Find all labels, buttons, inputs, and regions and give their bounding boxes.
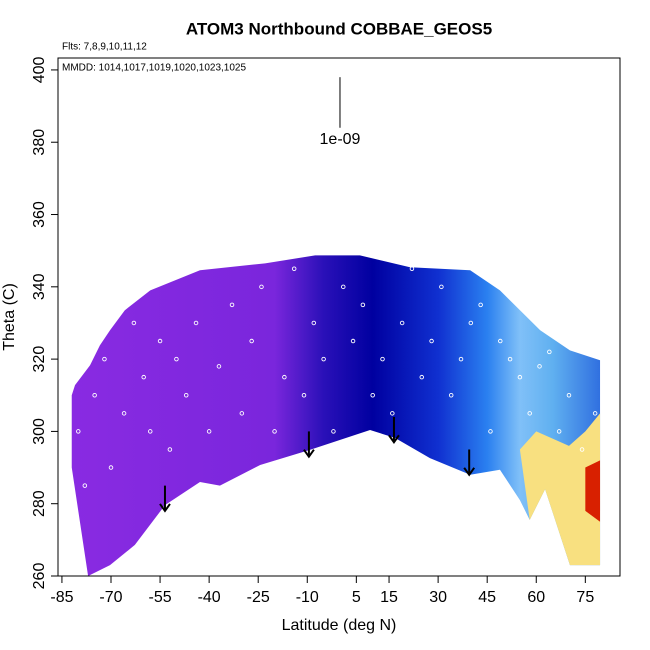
data-point (291, 266, 297, 271)
x-axis-label: Latitude (deg N) (282, 617, 397, 634)
data-point (370, 393, 375, 398)
data-point (249, 338, 254, 344)
data-point (131, 320, 137, 326)
data-point (429, 338, 434, 344)
data-point (566, 393, 572, 398)
data-point (102, 356, 107, 362)
field-area (71, 255, 601, 576)
y-tick-label: 340 (31, 273, 48, 300)
y-tick-label: 380 (31, 129, 48, 156)
y-tick-label: 300 (31, 418, 48, 445)
x-tick-label: -40 (198, 589, 221, 606)
data-point (409, 266, 415, 271)
y-tick-label: 260 (31, 563, 48, 590)
data-point (419, 374, 425, 380)
data-point (282, 374, 287, 380)
arrow-head (388, 434, 400, 444)
y-axis-label: Theta (C) (1, 283, 18, 351)
data-point (216, 364, 222, 369)
subtitle: Flts: 7,8,9,10,11,12 (62, 42, 147, 53)
data-point (183, 393, 189, 398)
x-tick-label: -70 (99, 589, 122, 606)
hot-region (585, 460, 601, 522)
data-point (76, 429, 81, 434)
data-point (239, 411, 245, 416)
arrow-head (463, 467, 476, 477)
data-point (141, 374, 146, 380)
data-point (547, 349, 552, 355)
chart-title: ATOM3 Northbound COBBAE_GEOS5 (186, 19, 492, 38)
data-point (174, 356, 179, 362)
x-tick-label: 75 (576, 589, 594, 606)
data-point (360, 302, 366, 308)
data-point (259, 284, 264, 290)
data-point (517, 374, 523, 380)
y-tick-label: 280 (31, 490, 48, 517)
data-point (448, 393, 454, 398)
arrow-head (303, 449, 315, 459)
y-tick-label: 400 (31, 56, 48, 83)
y-tick-label: 360 (31, 201, 48, 228)
x-tick-label: 30 (429, 589, 447, 606)
data-point (592, 411, 598, 416)
x-tick-label: -85 (50, 589, 73, 606)
data-point (556, 429, 562, 434)
data-point (331, 429, 336, 434)
data-point (206, 429, 212, 434)
data-point (478, 302, 483, 308)
x-tick-label: 15 (380, 589, 398, 606)
data-point (350, 338, 356, 344)
data-point (147, 429, 153, 434)
x-tick-label: -25 (247, 589, 270, 606)
warm-region (519, 413, 601, 566)
data-point (82, 483, 88, 488)
data-point (167, 447, 173, 452)
data-point (488, 429, 493, 434)
data-point (468, 320, 474, 326)
data-point (341, 284, 346, 290)
data-point (321, 356, 326, 362)
x-tick-label: 5 (352, 589, 361, 606)
x-tick-label: -10 (296, 589, 319, 606)
data-point (301, 393, 307, 398)
annotation: MMDD: 1014,1017,1019,1020,1023,1025 (62, 63, 246, 74)
data-point (92, 393, 97, 398)
data-point (229, 302, 235, 308)
scale-label: 1e-09 (320, 131, 361, 148)
data-point (537, 364, 542, 369)
x-tick-label: 60 (527, 589, 545, 606)
data-point (498, 338, 503, 344)
x-tick-label: -55 (149, 589, 172, 606)
data-point (458, 356, 464, 362)
data-point (272, 429, 277, 434)
data-point (121, 411, 127, 416)
plot-frame (57, 57, 621, 577)
data-point (527, 411, 532, 416)
data-point (108, 465, 114, 470)
arrow-head (159, 503, 171, 513)
data-point (157, 338, 163, 344)
x-tick-label: 45 (478, 589, 496, 606)
data-point (390, 411, 395, 416)
data-point (579, 447, 585, 452)
y-tick-label: 320 (31, 346, 48, 373)
data-point (311, 320, 317, 326)
data-point (439, 284, 444, 290)
data-point (380, 356, 385, 362)
data-point (399, 320, 405, 326)
data-point (193, 320, 199, 326)
data-point (507, 356, 513, 362)
